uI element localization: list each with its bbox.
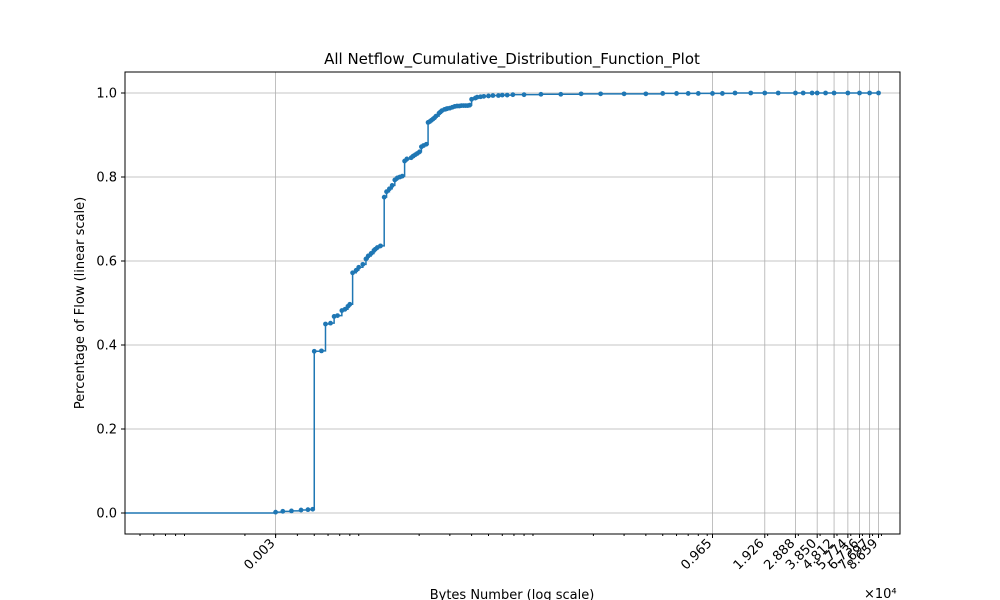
data-point (732, 90, 738, 96)
data-point (481, 93, 487, 99)
x-tick-label-1: 0.965 (678, 536, 715, 573)
data-point (660, 91, 666, 96)
data-point (423, 141, 429, 147)
data-point (845, 90, 851, 96)
data-point (643, 91, 649, 97)
data-point (378, 243, 383, 249)
series-line-0 (125, 92, 879, 514)
data-point (685, 91, 691, 96)
data-point (762, 90, 768, 96)
data-point (389, 183, 395, 188)
data-point (399, 173, 405, 179)
y-tick-label-1: 0.2 (96, 423, 117, 438)
data-point (305, 507, 311, 513)
y-tick-label-5: 1.0 (96, 87, 117, 102)
data-point (381, 194, 387, 200)
data-point (748, 90, 754, 96)
data-point (311, 348, 317, 354)
x-tick-label-0: 0.003 (242, 536, 279, 573)
data-point (800, 90, 806, 96)
data-point (496, 93, 501, 98)
data-point (538, 91, 544, 97)
data-point (578, 91, 584, 97)
y-tick-label-0: 0.0 (96, 507, 117, 522)
x-tick-label-2: 1.926 (731, 536, 768, 573)
data-point (867, 90, 873, 96)
data-point (328, 320, 333, 326)
plot-area-frame (124, 71, 901, 535)
data-point (289, 508, 294, 514)
data-point (674, 91, 679, 96)
data-point (510, 92, 516, 98)
data-point (350, 270, 356, 276)
data-point (417, 149, 422, 155)
grid (125, 72, 900, 534)
data-point (857, 90, 862, 96)
x-axis-multiplier: ×10⁴ (864, 587, 897, 600)
data-point (335, 313, 340, 318)
data-point (486, 93, 491, 99)
y-tick-label-2: 0.4 (96, 339, 117, 354)
data-point (360, 261, 366, 267)
data-point (433, 113, 439, 119)
data-point (356, 264, 362, 270)
data-point (323, 321, 328, 327)
data-point (404, 156, 410, 162)
data-point (469, 96, 475, 102)
data-point (387, 186, 392, 192)
data-point (814, 90, 820, 96)
data-point (710, 91, 715, 96)
y-tick-label-3: 0.6 (96, 255, 117, 270)
data-point (342, 306, 348, 312)
data-point (598, 91, 604, 97)
data-point (558, 91, 564, 97)
chart-title: All Netflow_Cumulative_Distribution_Func… (324, 50, 700, 69)
data-point (793, 90, 798, 96)
data-point (695, 91, 701, 96)
data-point (499, 92, 505, 98)
data-point (384, 189, 389, 195)
data-point (273, 509, 278, 515)
data-point (831, 90, 837, 96)
data-point (775, 90, 781, 96)
y-axis-label: Percentage of Flow (linear scale) (73, 197, 88, 409)
data-point (310, 506, 316, 512)
y-tick-label-4: 0.8 (96, 171, 117, 186)
data-point (347, 301, 353, 307)
data-point (720, 91, 725, 96)
x-axis-label: Bytes Number (log scale) (430, 588, 595, 600)
data-point (467, 102, 473, 108)
data-point (876, 90, 881, 96)
data-point (521, 92, 527, 98)
data-point (504, 92, 510, 98)
data-point (490, 93, 496, 98)
axis-ticks: 0.00.20.40.60.81.00.003 0.965 1.9262.8883.… (96, 87, 882, 573)
data-point (280, 508, 286, 514)
data-point (823, 90, 828, 96)
series-cdf (125, 90, 881, 515)
data-point (809, 90, 815, 96)
data-point (298, 507, 304, 513)
data-point (621, 91, 627, 97)
data-point (319, 348, 324, 354)
